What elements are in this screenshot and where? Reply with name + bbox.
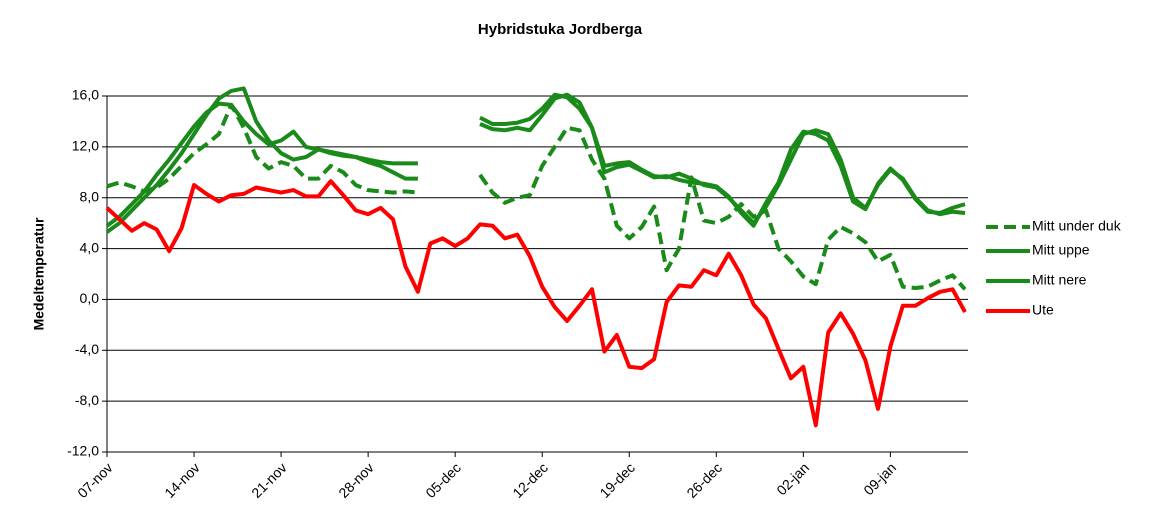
y-tick-label: -4,0 xyxy=(75,341,99,357)
y-tick-label: 4,0 xyxy=(80,239,100,255)
x-tick-label: 26-dec xyxy=(683,459,725,501)
x-tick-label: 02-jan xyxy=(773,459,812,498)
legend-label: Ute xyxy=(1032,302,1054,318)
line-series xyxy=(106,102,967,291)
chart-title: Hybridstuka Jordberga xyxy=(478,21,643,38)
x-tick-label: 05-dec xyxy=(422,459,464,501)
line-series xyxy=(105,179,967,428)
y-tick-label: 16,0 xyxy=(72,87,99,103)
y-axis-label: Medeltemperatur xyxy=(31,217,47,330)
y-tick-label: -8,0 xyxy=(75,392,99,408)
y-tick-label: 12,0 xyxy=(72,138,99,154)
legend-label: Mitt nere xyxy=(1032,272,1087,288)
legend-label: Mitt under duk xyxy=(1032,218,1122,234)
x-tick-label: 14-nov xyxy=(161,459,203,501)
legend-label: Mitt uppe xyxy=(1032,242,1090,258)
x-tick-label: 12-dec xyxy=(509,459,551,501)
y-tick-label: 0,0 xyxy=(80,290,100,306)
y-tick-label: -12,0 xyxy=(67,443,99,459)
x-tick-label: 19-dec xyxy=(596,459,638,501)
x-tick-label: 28-nov xyxy=(335,459,377,501)
x-tick-label: 09-jan xyxy=(860,459,899,498)
x-tick-label: 07-nov xyxy=(74,459,116,501)
line-series xyxy=(105,92,966,228)
y-tick-label: 8,0 xyxy=(80,188,100,204)
x-tick-label: 21-nov xyxy=(248,459,290,501)
